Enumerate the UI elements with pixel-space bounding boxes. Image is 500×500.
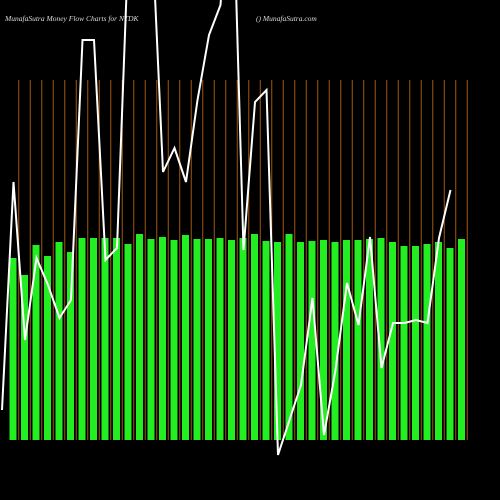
chart-title: MunafaSutra Money Flow Charts for NTDK — [4, 14, 140, 23]
bar — [78, 238, 86, 440]
bar — [67, 252, 74, 440]
bar — [343, 240, 350, 440]
bar — [274, 242, 281, 440]
bar — [435, 242, 442, 440]
bar — [136, 234, 143, 440]
bar — [262, 241, 270, 440]
bar — [446, 248, 454, 440]
chart-subtitle: () MunafaSutra.com — [256, 14, 317, 23]
bar — [55, 242, 63, 440]
bar — [400, 246, 408, 440]
bar — [101, 238, 109, 440]
line — [1, 0, 452, 456]
bar — [458, 239, 465, 440]
bar — [182, 235, 189, 440]
bar — [331, 242, 339, 440]
bar — [32, 245, 40, 440]
bar — [90, 238, 97, 440]
bar — [354, 240, 362, 440]
bar — [205, 239, 212, 440]
bar — [308, 241, 316, 440]
bar — [216, 238, 224, 440]
bar — [113, 238, 120, 440]
bar — [170, 240, 178, 440]
bar — [124, 244, 132, 440]
bar — [193, 239, 201, 440]
bar — [147, 239, 155, 440]
bar — [297, 242, 304, 440]
bar — [389, 242, 396, 440]
bar — [9, 258, 17, 440]
bar — [44, 256, 51, 440]
bar — [366, 239, 373, 440]
bar — [423, 244, 431, 440]
bar — [159, 237, 166, 440]
bar — [228, 240, 235, 440]
bar — [21, 275, 28, 440]
bar — [412, 246, 419, 440]
bar — [251, 234, 258, 440]
bar — [320, 240, 327, 440]
bar — [285, 234, 293, 440]
bar — [239, 238, 247, 440]
bar — [377, 238, 385, 440]
